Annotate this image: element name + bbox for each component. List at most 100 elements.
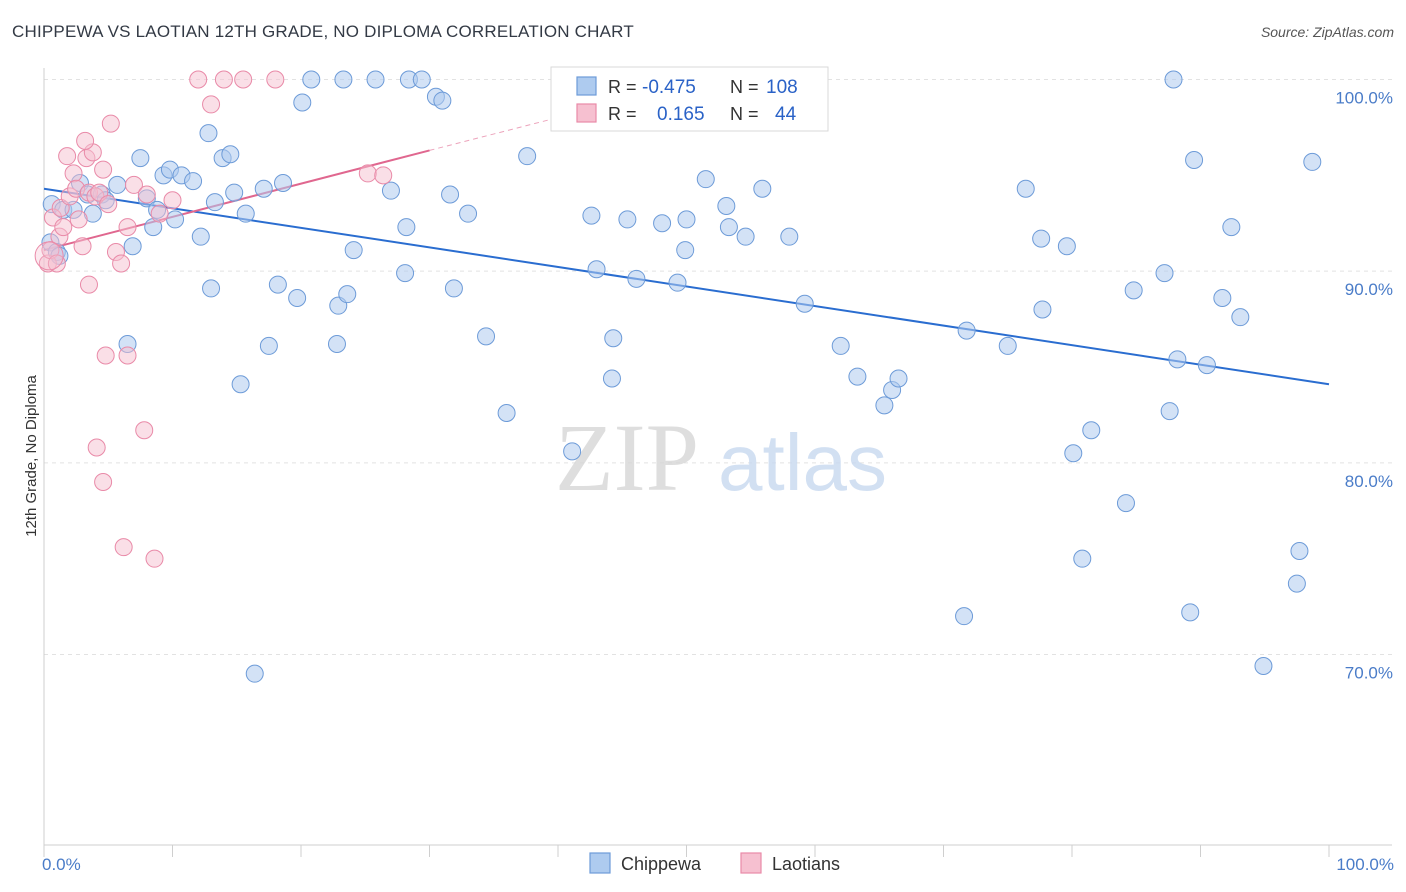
chippewa-point <box>381 181 400 200</box>
chippewa-point <box>459 204 478 223</box>
chippewa-point <box>719 218 738 237</box>
laotian-point <box>73 237 92 256</box>
chippewa-point <box>677 210 696 229</box>
chippewa-trend-line <box>43 187 1330 386</box>
stats-legend: R = -0.475 N = 108 R = 0.165 N = 44 <box>550 66 829 132</box>
laotian-point <box>145 549 164 568</box>
chippewa-point <box>1160 402 1179 421</box>
chippewa-point <box>254 179 273 198</box>
watermark-atlas: atlas <box>718 418 887 507</box>
chippewa-point <box>717 197 736 215</box>
chippewa-point <box>998 336 1017 355</box>
chippewa-point <box>753 179 772 198</box>
chippewa-point <box>433 91 452 110</box>
chippewa-point <box>1185 151 1204 169</box>
chippewa-point <box>1168 350 1187 369</box>
chippewa-point <box>444 279 463 298</box>
laotian-point <box>266 70 285 89</box>
chippewa-point <box>334 70 353 89</box>
chippewa-point <box>1064 444 1083 463</box>
chippewa-point <box>344 241 363 260</box>
chippewa-point <box>1073 549 1092 568</box>
laotian-point <box>202 95 221 114</box>
chippewa-point <box>288 289 307 307</box>
chippewa-point <box>1082 421 1101 440</box>
chippewa-point <box>604 329 623 348</box>
chippewa-point <box>653 214 672 233</box>
chippewa-point <box>1231 308 1250 327</box>
chippewa-point <box>696 170 715 189</box>
laotian-point <box>101 114 120 133</box>
y-tick-label-2: 80.0% <box>1345 472 1393 491</box>
watermark-zip: ZIP <box>555 404 699 511</box>
legend-r-value-1: -0.475 <box>642 77 696 98</box>
laotian-point <box>135 421 154 440</box>
chippewa-point <box>1164 70 1183 89</box>
chippewa-point <box>955 607 974 626</box>
laotian-point <box>96 346 115 365</box>
chippewa-point <box>412 70 431 89</box>
chippewa-point <box>848 367 867 386</box>
x-tick-label-1: 100.0% <box>1336 855 1394 874</box>
chippewa-point <box>1254 657 1273 675</box>
chippewa-point <box>582 206 601 225</box>
chippewa-point <box>587 260 606 279</box>
laotian-point <box>76 131 95 150</box>
chippewa-point <box>184 172 203 191</box>
y-tick-label-0: 100.0% <box>1335 89 1393 108</box>
chippewa-point <box>268 275 287 294</box>
chippewa-point <box>202 279 221 298</box>
chippewa-point <box>1213 289 1232 307</box>
chippewa-point <box>1290 542 1309 560</box>
laotian-point <box>34 241 64 271</box>
chippewa-point <box>1033 300 1052 319</box>
chippewa-point <box>199 124 218 143</box>
chippewa-point <box>795 294 814 313</box>
chippewa-point <box>108 175 127 194</box>
source-label: Source: ZipAtlas.com <box>1260 24 1394 40</box>
chippewa-point <box>1222 218 1241 237</box>
chippewa-point <box>302 70 321 89</box>
laotian-point <box>64 164 83 183</box>
legend-n-label-1: N = <box>730 77 759 97</box>
chippewa-point <box>205 193 224 212</box>
legend-chippewa-swatch <box>576 76 597 96</box>
legend-n-value-1: 108 <box>766 77 798 98</box>
bottom-legend-laotian-label: Laotians <box>772 854 840 874</box>
chippewa-point <box>191 227 210 246</box>
laotian-point <box>118 346 137 365</box>
chippewa-point <box>396 264 415 283</box>
chippewa-point <box>245 664 264 683</box>
bottom-legend-chippewa-label: Chippewa <box>621 854 702 874</box>
laotian-point <box>114 538 133 557</box>
chippewa-point <box>477 327 496 346</box>
chippewa-point <box>1181 603 1200 622</box>
legend-n-label-2: N = <box>730 104 759 124</box>
chippewa-point <box>397 218 416 237</box>
y-tick-label-1: 90.0% <box>1345 280 1393 299</box>
chippewa-point <box>1124 281 1143 300</box>
chippewa-point <box>231 375 250 394</box>
laotian-point <box>54 218 73 237</box>
chippewa-point <box>518 147 537 166</box>
bottom-legend-chippewa-swatch <box>589 852 611 874</box>
series-legend: Chippewa Laotians <box>589 852 840 874</box>
chippewa-point <box>327 335 346 353</box>
chippewa-point <box>1016 179 1035 198</box>
chippewa-point <box>736 227 755 246</box>
laotian-point <box>58 147 77 166</box>
chippewa-point <box>274 174 293 192</box>
x-tick-label-0: 0.0% <box>42 855 81 874</box>
chippewa-point <box>1197 356 1216 375</box>
chippewa-point <box>338 285 357 304</box>
laotian-point <box>112 254 131 273</box>
laotian-point <box>87 438 106 457</box>
chippewa-point <box>780 227 799 246</box>
chippewa-point <box>166 210 185 229</box>
chippewa-point <box>563 442 582 461</box>
x-tick-labels: 0.0% 100.0% <box>42 855 1394 874</box>
chippewa-point <box>236 204 255 223</box>
legend-r-label-2: R = <box>608 104 637 124</box>
chippewa-point <box>1057 237 1076 256</box>
